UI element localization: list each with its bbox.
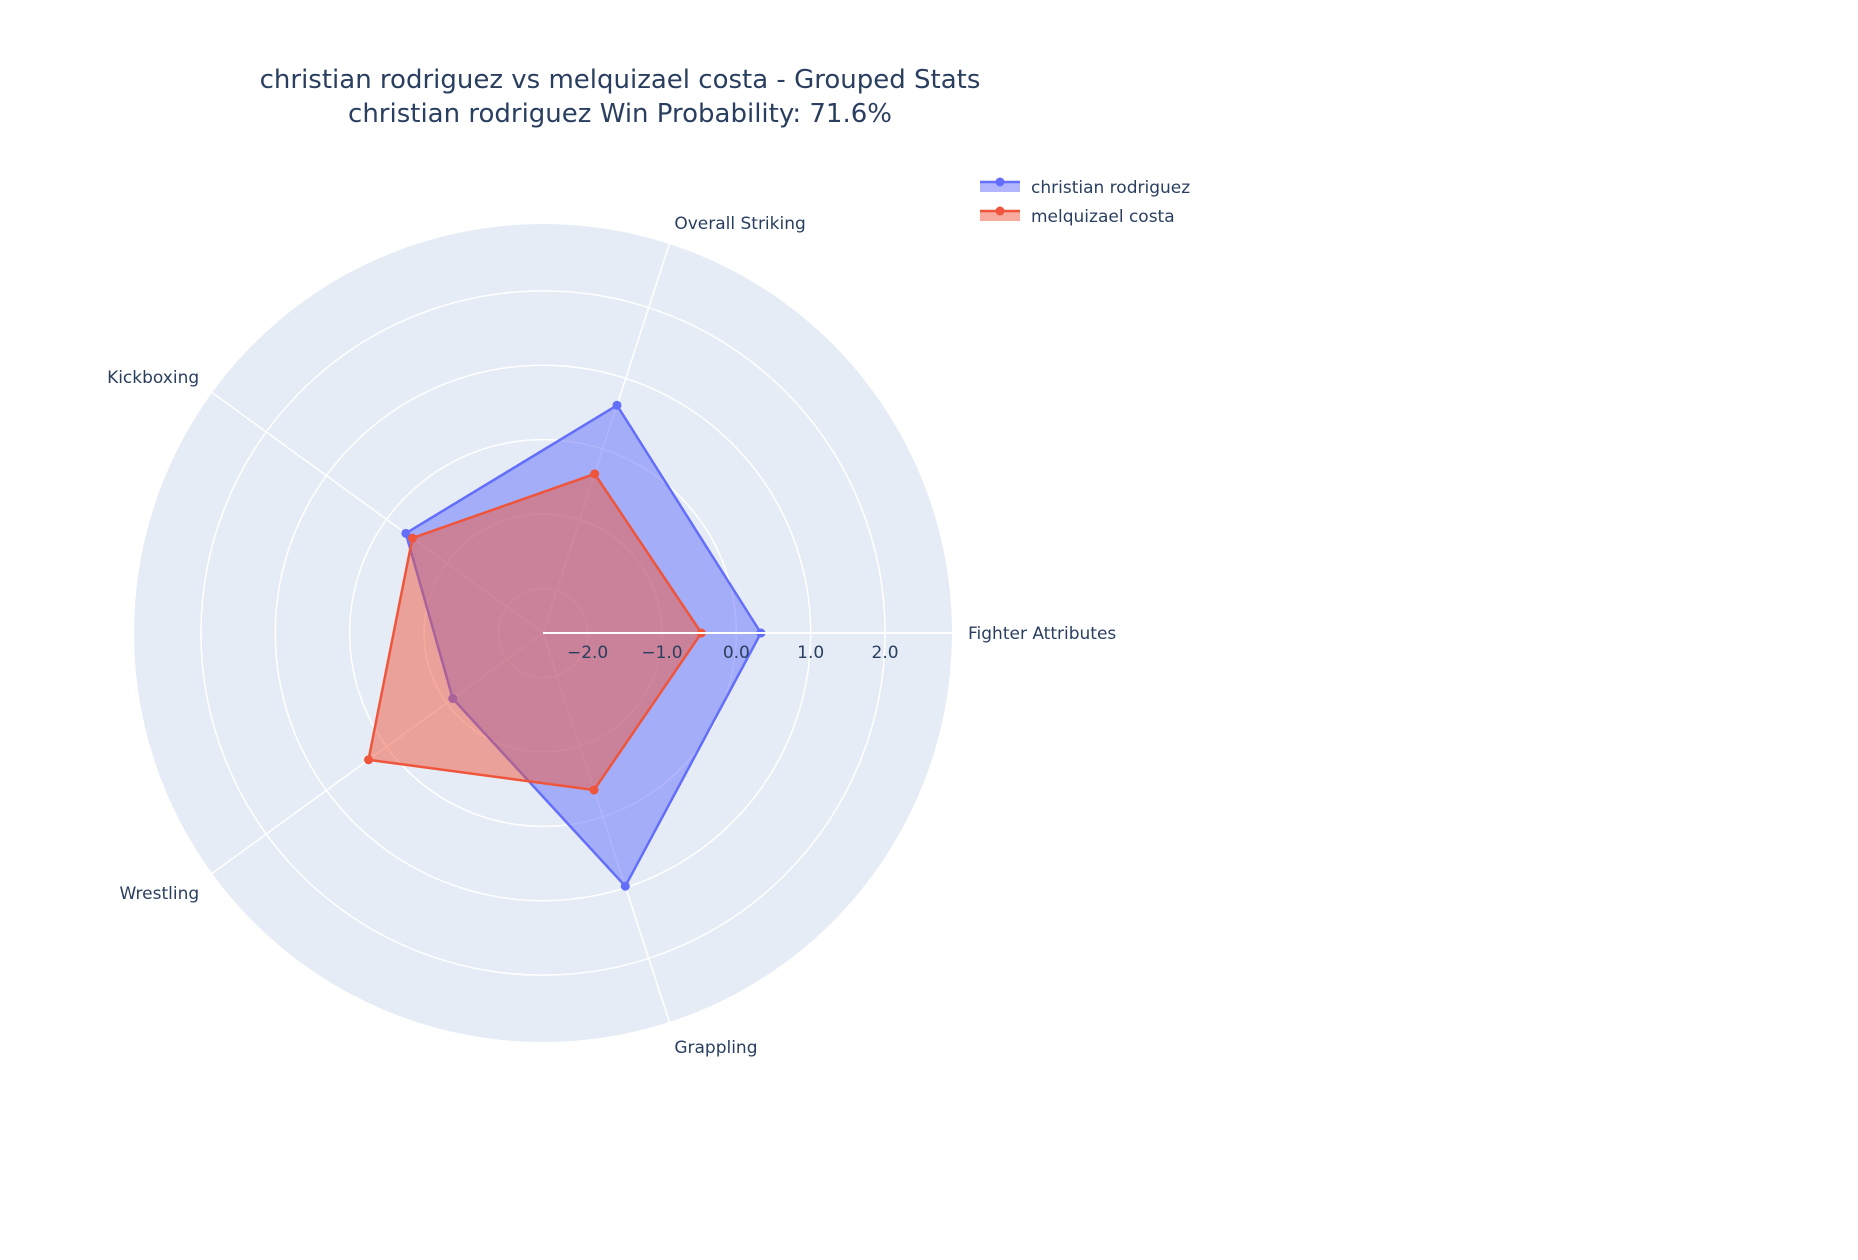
radial-tick-label: 2.0 [872,643,899,663]
radial-tick-label: 1.0 [797,643,824,663]
data-point[interactable] [620,881,630,891]
data-point[interactable] [401,528,411,538]
radial-tick-label: −2.0 [567,643,608,663]
polar-series[interactable] [364,400,766,891]
data-point[interactable] [407,533,417,543]
data-point[interactable] [589,785,599,795]
chart-subtitle: christian rodriguez Win Probability: 71.… [348,99,892,129]
series-area [367,472,703,792]
legend-item[interactable]: melquizael costa [980,206,1175,228]
radial-tick-label: 0.0 [723,643,750,663]
angular-axis-label: Overall Striking [674,214,805,234]
legend[interactable]: christian rodriguez melquizael costa [980,177,1190,228]
legend-marker [995,177,1005,187]
legend-item[interactable]: christian rodriguez [980,177,1190,199]
legend-swatch [980,211,1020,221]
data-point[interactable] [364,755,374,765]
angular-axis-label: Fighter Attributes [968,624,1116,644]
data-point[interactable] [612,400,622,410]
radial-tick-labels: −2.0 −1.0 0.0 1.0 2.0 [543,632,952,663]
series-1[interactable] [364,469,706,795]
legend-label: christian rodriguez [1031,178,1190,198]
angular-axis-label: Grappling [674,1038,757,1058]
angular-axis-labels: Fighter Attributes Overall Striking Kickbo… [107,214,1116,1058]
legend-label: melquizael costa [1031,207,1175,227]
chart-title: christian rodriguez vs melquizael costa … [260,65,981,95]
angular-axis-label: Kickboxing [107,368,199,388]
radial-tick-label: −1.0 [641,643,682,663]
data-point[interactable] [590,469,600,479]
legend-marker [995,206,1005,216]
angular-axis-label: Wrestling [120,884,200,904]
legend-swatch [980,182,1020,192]
